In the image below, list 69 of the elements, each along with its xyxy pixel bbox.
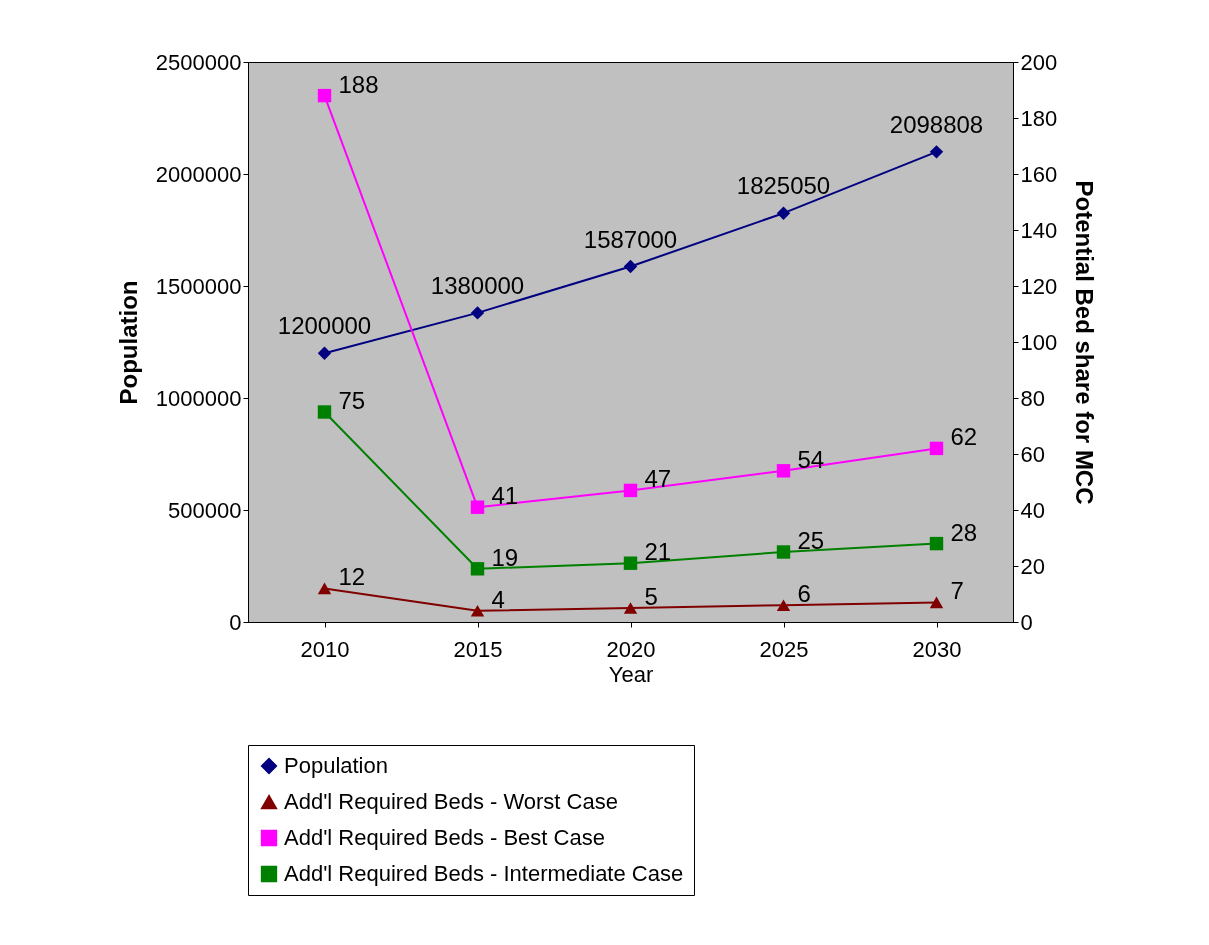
x-tick-label: 2015 xyxy=(453,636,503,662)
y2-tick-label: 200 xyxy=(1020,49,1058,75)
data-label: 19 xyxy=(491,543,519,571)
data-label: 1380000 xyxy=(430,271,525,299)
point xyxy=(623,259,638,274)
y-tick-label: 1000000 xyxy=(155,385,242,411)
legend-label: Add'l Required Beds - Intermediate Case xyxy=(284,861,684,886)
y2-tick-label: 140 xyxy=(1020,217,1058,243)
data-label: 25 xyxy=(797,527,825,554)
point xyxy=(317,88,332,103)
point xyxy=(623,602,638,614)
y-tick-label: 0 xyxy=(229,609,242,635)
point xyxy=(776,545,791,559)
legend-label: Add'l Required Beds - Worst Case xyxy=(284,789,618,814)
data-label: 7 xyxy=(950,577,964,605)
y2-tick-label: 40 xyxy=(1020,497,1045,523)
y-tick-label: 1500000 xyxy=(155,273,242,299)
point xyxy=(623,483,638,498)
data-label: 41 xyxy=(491,482,519,510)
point xyxy=(317,346,332,360)
x-tick-label: 2025 xyxy=(759,636,809,662)
y2-tick-label: 100 xyxy=(1020,329,1058,355)
data-label: 1825050 xyxy=(736,172,831,200)
point xyxy=(470,306,485,320)
point xyxy=(470,604,485,617)
y2-tick-label: 60 xyxy=(1020,441,1045,467)
data-label: 75 xyxy=(338,387,366,414)
data-label: 2098808 xyxy=(889,110,984,138)
y-tick-label: 500000 xyxy=(168,497,242,523)
x-axis-title: Year xyxy=(608,661,654,687)
point xyxy=(929,145,944,159)
data-label: 1200000 xyxy=(277,312,372,340)
point xyxy=(776,206,791,220)
data-label: 54 xyxy=(797,445,825,473)
point xyxy=(317,582,332,595)
legend-label: Add'l Required Beds - Best Case xyxy=(284,825,605,850)
point xyxy=(929,441,944,456)
y2-tick-label: 80 xyxy=(1020,385,1045,411)
y-tick-label: 2000000 xyxy=(155,161,242,187)
data-label: 21 xyxy=(644,538,672,566)
data-label: 1587000 xyxy=(583,225,678,253)
data-label: 62 xyxy=(950,423,978,451)
y-axis-title: Population xyxy=(114,280,142,405)
y2-tick-label: 20 xyxy=(1020,553,1045,579)
data-label: 188 xyxy=(338,70,379,98)
x-tick-label: 2020 xyxy=(606,636,656,662)
legend-label: Population xyxy=(284,753,388,778)
data-label: 4 xyxy=(491,585,505,613)
data-label: 28 xyxy=(950,518,978,546)
point xyxy=(776,599,791,612)
y-tick-label: 2500000 xyxy=(155,49,242,75)
y2-tick-label: 0 xyxy=(1020,609,1033,635)
y2-tick-label: 160 xyxy=(1020,161,1058,187)
point xyxy=(623,556,638,570)
data-label: 12 xyxy=(338,563,366,591)
point xyxy=(929,536,944,551)
data-label: 47 xyxy=(644,465,672,493)
x-tick-label: 2030 xyxy=(912,636,962,662)
data-label: 6 xyxy=(797,580,811,608)
y2-axis-title: Potential Bed share for MCC xyxy=(1071,180,1099,505)
point xyxy=(317,405,332,419)
y2-tick-label: 120 xyxy=(1020,273,1058,299)
point xyxy=(929,596,944,609)
y2-tick-label: 180 xyxy=(1020,105,1058,131)
point xyxy=(470,500,485,514)
data-label: 5 xyxy=(644,583,658,610)
x-tick-label: 2010 xyxy=(300,636,350,662)
point xyxy=(776,464,791,478)
point xyxy=(470,562,485,576)
